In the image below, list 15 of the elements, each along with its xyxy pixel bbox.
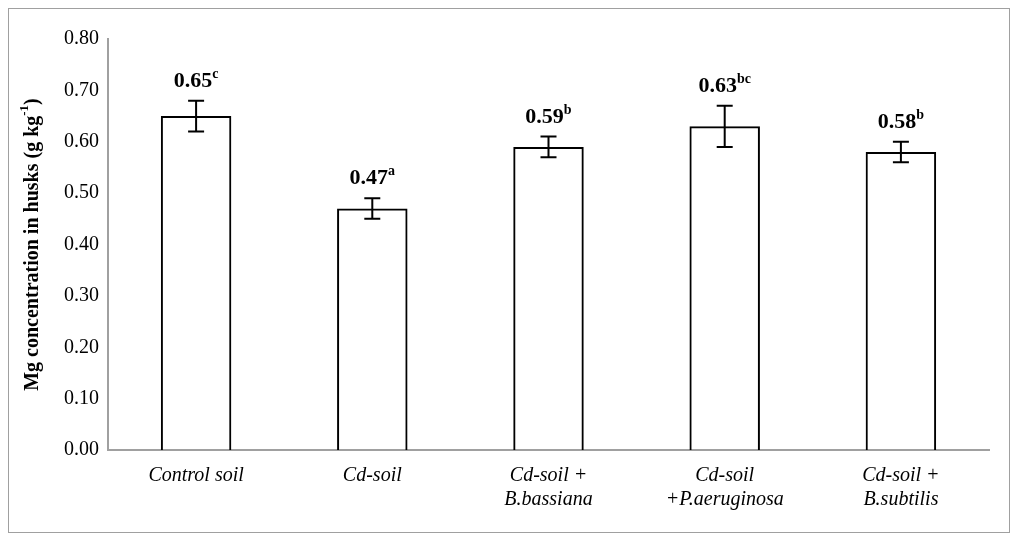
y-tick-label: 0.10 xyxy=(64,385,99,408)
y-tick-label: 0.80 xyxy=(64,26,99,49)
y-tick-label: 0.70 xyxy=(64,77,99,100)
x-tick-label: Cd-soil xyxy=(342,463,403,486)
y-axis-title: Mg concentration in husks (g kg-1) xyxy=(16,98,44,391)
y-tick-label: 0.40 xyxy=(64,231,99,254)
x-tick-label: Control soil xyxy=(148,463,245,486)
y-tick-label: 0.30 xyxy=(64,283,99,306)
x-tick-label: Cd-soil +P.aeruginosa xyxy=(665,463,784,511)
y-tick-label: 0.50 xyxy=(64,180,99,203)
x-tick-label: Cd-soil + B.subtilis xyxy=(862,463,940,510)
y-tick-label: 0.20 xyxy=(64,334,99,357)
x-tick-label: Cd-soil + B.bassiana xyxy=(504,463,593,510)
y-tick-label: 0.00 xyxy=(64,437,99,460)
y-tick-label: 0.60 xyxy=(64,129,99,151)
